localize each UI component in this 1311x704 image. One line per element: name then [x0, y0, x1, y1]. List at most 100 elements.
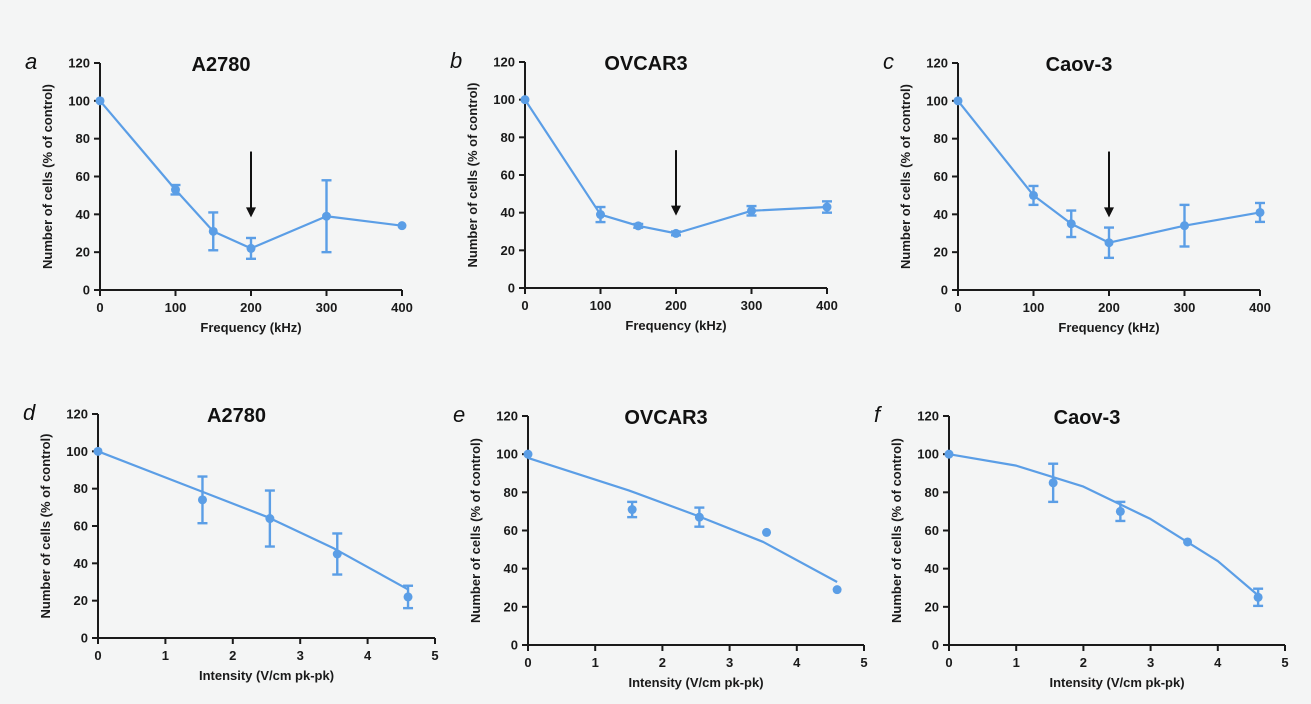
- data-point: [93, 446, 103, 456]
- panel-title: A2780: [192, 54, 251, 76]
- y-tick-label: 0: [508, 281, 515, 296]
- fit-curve: [527, 456, 838, 583]
- series-line: [524, 99, 828, 235]
- x-tick-label: 200: [1098, 300, 1120, 315]
- y-tick-label: 20: [74, 593, 88, 608]
- y-tick-label: 100: [66, 444, 88, 459]
- x-axis-label: Frequency (kHz): [625, 318, 726, 333]
- x-tick-label: 4: [793, 655, 801, 670]
- y-tick-label: 60: [925, 523, 939, 538]
- y-tick-label: 100: [496, 447, 518, 462]
- y-tick-label: 80: [501, 130, 515, 145]
- data-point: [1104, 238, 1114, 248]
- x-tick-label: 4: [1214, 655, 1222, 670]
- y-tick-label: 100: [68, 93, 90, 108]
- data-point: [953, 96, 963, 106]
- data-point: [627, 505, 637, 515]
- series-line: [99, 100, 403, 250]
- x-tick-label: 300: [316, 300, 338, 315]
- y-tick-label: 120: [496, 409, 518, 424]
- panel-title: OVCAR3: [624, 407, 707, 429]
- x-tick-label: 0: [94, 648, 101, 663]
- y-tick-label: 0: [83, 283, 90, 298]
- y-tick-label: 0: [81, 631, 88, 646]
- data-point: [397, 221, 407, 231]
- x-tick-label: 0: [945, 655, 952, 670]
- x-tick-label: 4: [364, 648, 372, 663]
- panel-letter: b: [450, 48, 462, 73]
- arrow-marker: [1104, 151, 1114, 218]
- y-axis-label: Number of cells (% of control): [38, 434, 53, 619]
- x-tick-label: 2: [229, 648, 236, 663]
- x-tick-label: 300: [1174, 300, 1196, 315]
- y-tick-label: 120: [493, 55, 515, 70]
- x-axis-label: Intensity (V/cm pk-pk): [628, 675, 763, 690]
- y-tick-label: 80: [76, 131, 90, 146]
- panel-f: 0 20 40 60 80 100 120 0 1 2 3 4 5 Intensity (V/cm pk-…: [874, 402, 1289, 690]
- panel-b: 0 20 40 60 80 100 120 0 100 200 300 400 Frequency (k…: [450, 48, 838, 333]
- data-point: [832, 585, 842, 595]
- y-tick-label: 40: [504, 561, 518, 576]
- x-tick-label: 1: [1013, 655, 1020, 670]
- x-tick-label: 100: [165, 300, 187, 315]
- data-point: [1048, 478, 1058, 488]
- data-point: [694, 512, 704, 522]
- panel-d: 0 20 40 60 80 100 120 0 1 2 3 4 5 Intensity (V/cm pk-…: [23, 400, 439, 683]
- y-tick-label: 60: [501, 168, 515, 183]
- data-point: [403, 592, 413, 602]
- data-point: [1180, 221, 1189, 231]
- x-tick-label: 400: [391, 300, 413, 315]
- data-point: [1115, 506, 1125, 516]
- y-tick-label: 40: [501, 205, 515, 220]
- x-tick-label: 200: [240, 300, 262, 315]
- y-tick-label: 20: [76, 245, 90, 260]
- y-tick-label: 120: [68, 56, 90, 71]
- y-tick-label: 60: [934, 169, 948, 184]
- y-tick-label: 120: [917, 409, 939, 424]
- y-tick-label: 40: [934, 207, 948, 222]
- y-tick-label: 120: [66, 407, 88, 422]
- y-tick-label: 100: [926, 93, 948, 108]
- x-tick-label: 5: [860, 655, 867, 670]
- panel-letter: d: [23, 400, 36, 425]
- data-point: [1029, 190, 1038, 200]
- x-tick-label: 3: [297, 648, 304, 663]
- arrow-marker: [671, 150, 681, 216]
- y-tick-label: 0: [941, 283, 948, 298]
- data-point: [1255, 207, 1265, 217]
- panel-e: 0 20 40 60 80 100 120 0 1 2 3 4 5 Intensity (V/cm pk-…: [453, 402, 868, 690]
- fit-curve: [97, 450, 409, 591]
- data-point: [762, 527, 772, 537]
- x-axis-label: Intensity (V/cm pk-pk): [199, 668, 334, 683]
- y-tick-label: 100: [917, 447, 939, 462]
- y-axis-label: Number of cells (% of control): [465, 83, 480, 268]
- x-tick-label: 400: [1249, 300, 1271, 315]
- panel-title: Caov-3: [1054, 407, 1121, 429]
- data-point: [944, 449, 954, 459]
- panel-letter: e: [453, 402, 465, 427]
- y-tick-label: 40: [76, 207, 90, 222]
- x-tick-label: 5: [1281, 655, 1288, 670]
- y-tick-label: 40: [74, 556, 88, 571]
- y-tick-label: 60: [504, 523, 518, 538]
- data-point: [171, 185, 180, 195]
- fit-curve: [948, 453, 1259, 597]
- data-point: [596, 210, 605, 220]
- panel-letter: a: [25, 49, 37, 74]
- data-point: [633, 221, 643, 231]
- data-point: [95, 96, 105, 106]
- data-point: [822, 202, 832, 212]
- y-tick-label: 40: [925, 561, 939, 576]
- y-axis-label: Number of cells (% of control): [468, 438, 483, 623]
- y-tick-label: 80: [925, 485, 939, 500]
- arrow-marker: [246, 151, 256, 218]
- x-tick-label: 1: [592, 655, 599, 670]
- data-point: [1253, 592, 1263, 602]
- data-point: [197, 495, 207, 505]
- x-tick-label: 400: [816, 298, 838, 313]
- panel-title: OVCAR3: [604, 53, 687, 75]
- panel-c: 0 20 40 60 80 100 120 0 100 200 300 400 Frequency (k…: [883, 49, 1271, 335]
- x-tick-label: 2: [659, 655, 666, 670]
